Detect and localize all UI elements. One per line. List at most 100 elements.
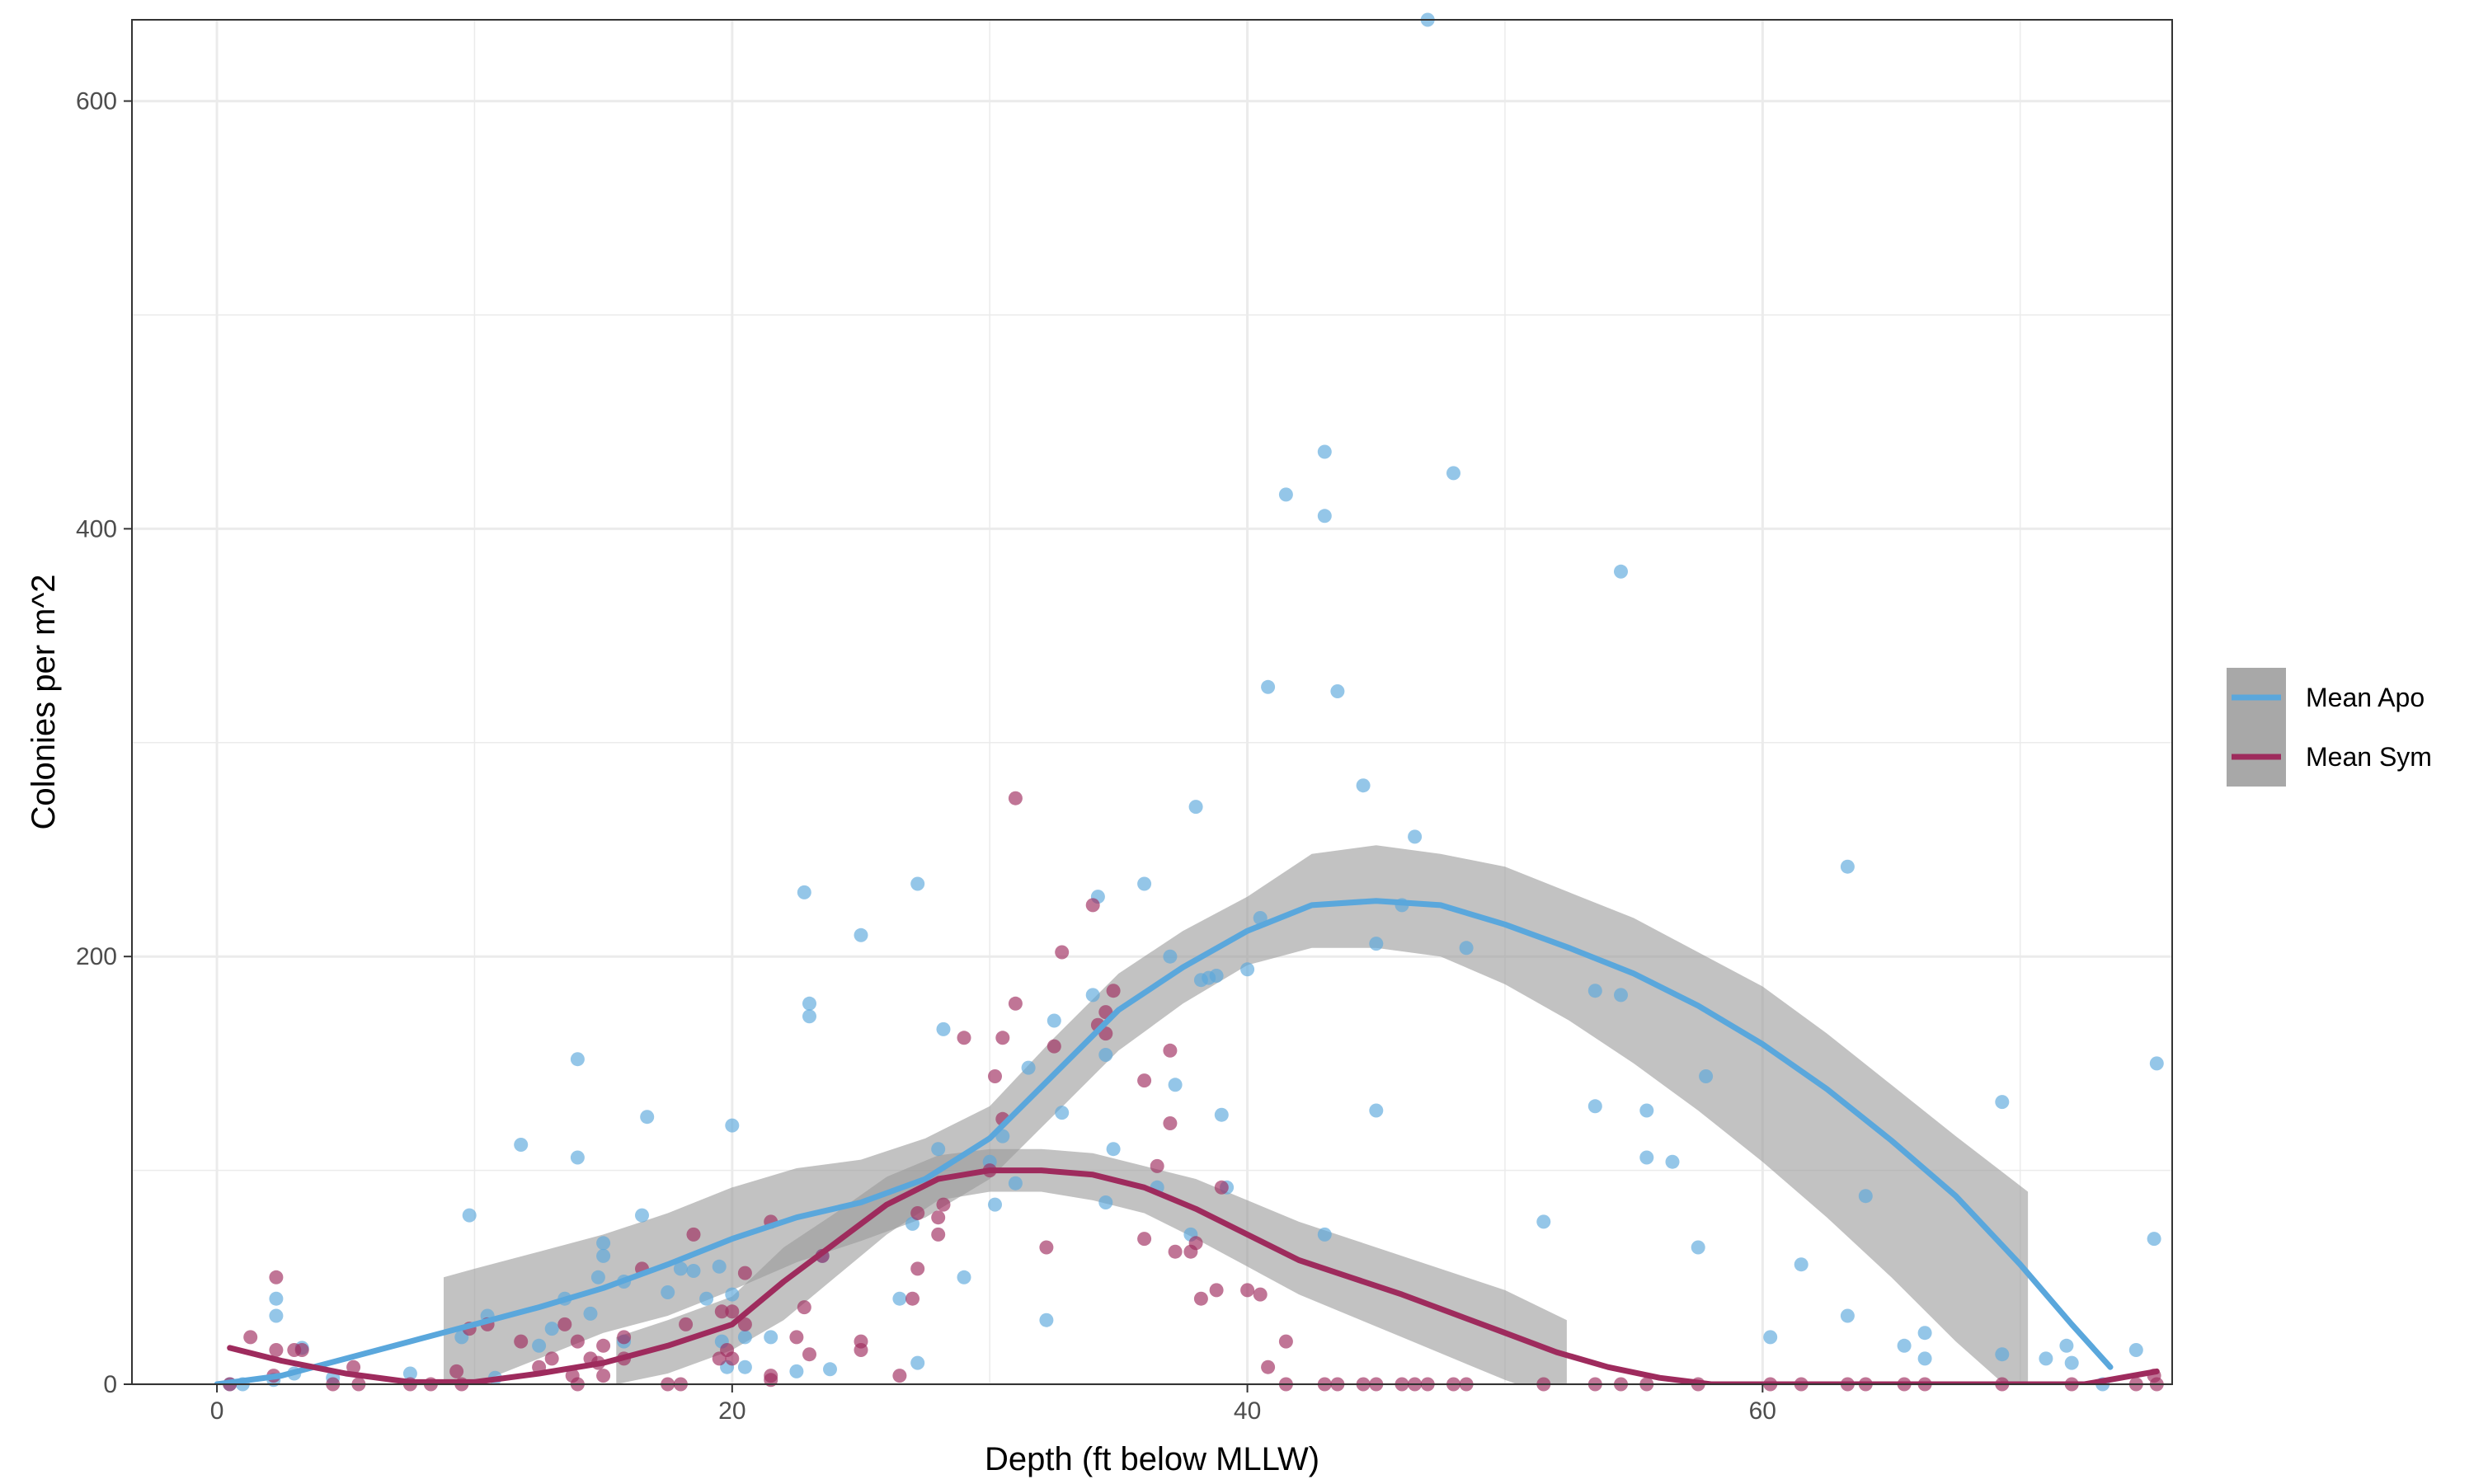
data-points	[223, 12, 2164, 1392]
data-point-sym	[910, 1206, 925, 1220]
data-point-apo	[570, 1052, 585, 1067]
data-point-apo	[712, 1259, 727, 1274]
data-point-apo	[737, 1360, 752, 1374]
data-point-sym	[789, 1330, 804, 1345]
data-point-apo	[590, 1270, 605, 1284]
data-point-apo	[802, 1009, 816, 1024]
data-point-apo	[1699, 1069, 1714, 1083]
data-point-apo	[1794, 1257, 1808, 1272]
confidence-ribbons	[444, 845, 2029, 1384]
data-point-sym	[1278, 1334, 1293, 1349]
data-point-apo	[402, 1366, 417, 1381]
data-point-sym	[995, 1031, 1010, 1045]
data-point-apo	[1330, 684, 1345, 698]
data-point-apo	[2059, 1338, 2074, 1353]
legend: Mean Apo Mean Sym	[2227, 668, 2432, 787]
data-point-apo	[802, 996, 816, 1011]
data-point-apo	[514, 1138, 529, 1152]
data-point-apo	[462, 1208, 477, 1223]
x-tick-label: 20	[718, 1397, 745, 1425]
data-point-apo	[640, 1110, 655, 1125]
data-point-apo	[797, 885, 811, 899]
data-point-apo	[1209, 969, 1224, 983]
data-point-apo	[725, 1118, 740, 1133]
data-point-apo	[532, 1338, 547, 1353]
data-point-apo	[1039, 1313, 1054, 1327]
x-axis-title: Depth (ft below MLLW)	[985, 1441, 1319, 1477]
data-point-sym	[957, 1031, 971, 1045]
data-point-sym	[1039, 1240, 1054, 1255]
data-point-apo	[2039, 1351, 2053, 1366]
data-point-sym	[737, 1317, 752, 1331]
data-point-apo	[2064, 1355, 2079, 1370]
data-point-sym	[905, 1291, 920, 1306]
data-point-sym	[1008, 996, 1023, 1011]
x-tick-label: 40	[1234, 1397, 1261, 1425]
data-point-apo	[596, 1236, 611, 1251]
data-point-sym	[544, 1351, 559, 1366]
data-point-apo	[1317, 509, 1332, 524]
data-point-sym	[679, 1317, 694, 1331]
data-point-sym	[737, 1266, 752, 1280]
data-point-apo	[1214, 1107, 1229, 1122]
data-point-sym	[294, 1343, 309, 1357]
data-point-apo	[1098, 1195, 1113, 1209]
data-point-apo	[1163, 949, 1178, 964]
legend-key-background	[2227, 668, 2286, 787]
data-point-sym	[764, 1369, 778, 1383]
data-point-sym	[931, 1210, 946, 1225]
data-point-sym	[797, 1300, 811, 1315]
data-point-apo	[1085, 988, 1100, 1003]
data-point-apo	[1008, 1176, 1023, 1190]
data-point-apo	[1917, 1326, 1932, 1341]
data-point-apo	[1587, 1099, 1602, 1114]
data-point-apo	[661, 1285, 675, 1299]
data-point-apo	[1240, 962, 1255, 977]
data-point-apo	[1691, 1240, 1705, 1255]
data-point-apo	[1168, 1078, 1183, 1092]
data-point-apo	[1639, 1150, 1654, 1165]
data-point-sym	[936, 1197, 951, 1212]
data-point-sym	[1055, 945, 1070, 960]
data-point-apo	[583, 1306, 598, 1321]
data-point-apo	[764, 1330, 778, 1345]
data-point-sym	[596, 1338, 611, 1353]
data-point-apo	[2149, 1056, 2164, 1071]
confidence-ribbon-apo	[444, 845, 2029, 1384]
trend-line-sym	[227, 1167, 2160, 1384]
data-point-sym	[1163, 1043, 1178, 1058]
data-point-apo	[1763, 1330, 1778, 1345]
data-point-apo	[905, 1216, 920, 1231]
data-point-sym	[1261, 1360, 1276, 1374]
data-point-sym	[1188, 1236, 1203, 1251]
data-point-apo	[544, 1322, 559, 1336]
legend-label-mean-apo: Mean Apo	[2306, 683, 2425, 712]
data-point-apo	[1536, 1214, 1551, 1229]
data-point-apo	[910, 876, 925, 891]
data-point-sym	[686, 1227, 701, 1242]
data-point-apo	[2128, 1343, 2143, 1357]
data-point-apo	[892, 1291, 907, 1306]
data-point-apo	[1369, 1103, 1384, 1118]
y-axis-title: Colonies per m^2	[26, 574, 62, 829]
data-point-apo	[1055, 1106, 1070, 1120]
y-tick-label: 600	[76, 88, 117, 115]
data-point-sym	[514, 1334, 529, 1349]
data-point-apo	[686, 1264, 701, 1278]
data-point-apo	[854, 928, 868, 942]
data-point-apo	[1614, 988, 1628, 1003]
data-point-apo	[725, 1287, 740, 1302]
data-point-apo	[1098, 1048, 1113, 1062]
data-point-sym	[1137, 1232, 1152, 1247]
data-point-apo	[1614, 564, 1628, 579]
data-point-apo	[1665, 1154, 1680, 1169]
data-point-apo	[1995, 1095, 2010, 1110]
data-point-sym	[570, 1334, 585, 1349]
y-tick-label: 0	[103, 1371, 117, 1398]
data-point-apo	[936, 1021, 951, 1036]
data-point-apo	[1369, 937, 1384, 951]
data-point-apo	[1858, 1189, 1873, 1204]
data-point-apo	[957, 1270, 971, 1284]
data-point-apo	[269, 1308, 284, 1323]
